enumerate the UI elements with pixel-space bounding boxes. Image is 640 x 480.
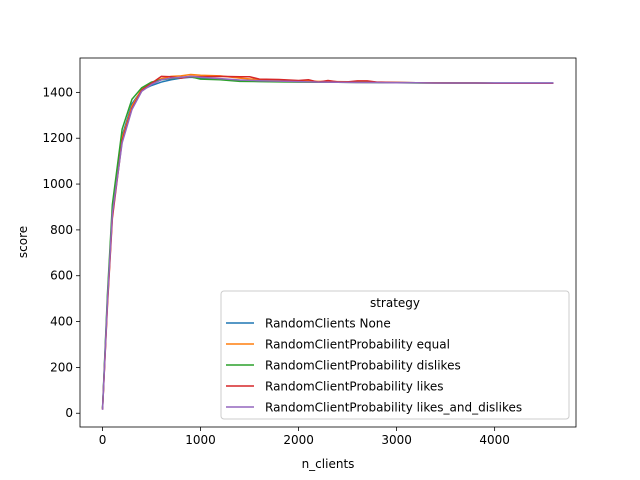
y-tick-label: 1200 xyxy=(42,131,73,145)
y-tick-label: 1000 xyxy=(42,177,73,191)
x-axis-ticks: 0 1000 2000 3000 4000 xyxy=(99,427,510,447)
y-axis-ticks: 0 200 400 600 800 1000 1200 1400 xyxy=(42,85,80,420)
x-tick-label: 4000 xyxy=(479,433,510,447)
legend-title: strategy xyxy=(370,296,420,310)
legend-box xyxy=(220,290,570,420)
legend-label-0: RandomClients None xyxy=(265,317,391,331)
legend-label-4: RandomClientProbability likes_and_dislik… xyxy=(265,401,522,415)
y-axis-label: score xyxy=(16,226,30,258)
legend: strategy RandomClients None RandomClientP… xyxy=(220,290,570,420)
x-axis-label: n_clients xyxy=(302,457,355,471)
y-tick-label: 0 xyxy=(65,406,73,420)
x-tick-label: 2000 xyxy=(283,433,314,447)
x-tick-label: 0 xyxy=(99,433,107,447)
legend-label-1: RandomClientProbability equal xyxy=(265,338,450,352)
legend-items: RandomClients None RandomClientProbabilit… xyxy=(226,317,522,415)
y-tick-label: 200 xyxy=(50,360,73,374)
y-tick-label: 400 xyxy=(50,315,73,329)
x-tick-label: 1000 xyxy=(185,433,216,447)
y-tick-label: 800 xyxy=(50,223,73,237)
series-layer xyxy=(101,73,554,410)
series-line-4 xyxy=(101,75,554,410)
axes-layer xyxy=(79,57,577,428)
axes-frame xyxy=(79,57,577,428)
x-tick-label: 3000 xyxy=(381,433,412,447)
y-tick-label: 600 xyxy=(50,269,73,283)
y-tick-label: 1400 xyxy=(42,85,73,99)
legend-label-2: RandomClientProbability dislikes xyxy=(265,359,461,373)
legend-label-3: RandomClientProbability likes xyxy=(265,380,444,394)
